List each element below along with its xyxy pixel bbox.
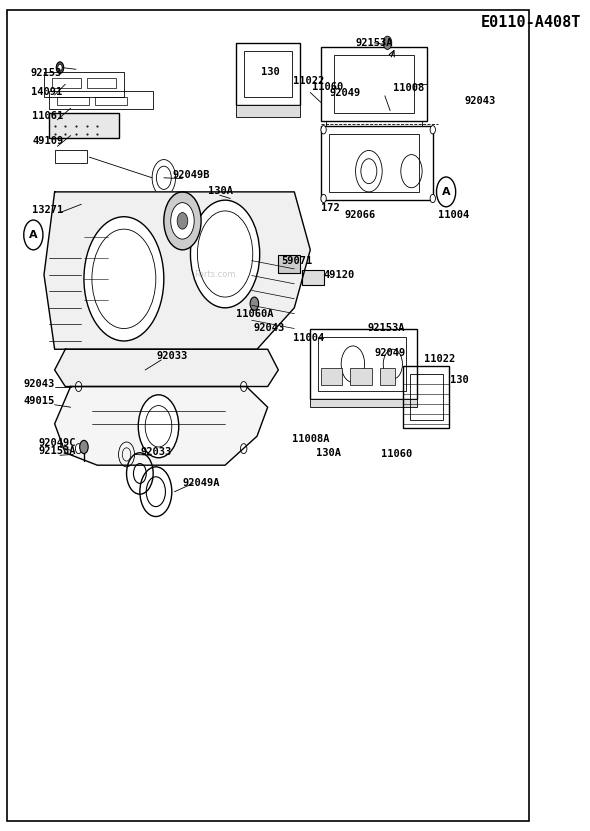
Bar (321, 368, 342, 385)
Circle shape (321, 125, 326, 134)
Bar (329, 134, 419, 192)
Bar (310, 328, 417, 399)
Bar (350, 368, 372, 385)
Text: 92049A: 92049A (182, 479, 220, 489)
Bar (244, 51, 291, 96)
Bar (335, 55, 414, 113)
Text: 11061: 11061 (32, 111, 64, 120)
Bar (278, 255, 300, 273)
Text: 11060A: 11060A (236, 309, 273, 319)
Text: 130: 130 (450, 375, 469, 385)
Text: 11008: 11008 (393, 83, 424, 93)
Text: 11004: 11004 (293, 333, 325, 343)
Text: Parts.com: Parts.com (194, 270, 235, 279)
Text: 49109: 49109 (32, 135, 64, 145)
Text: 130A: 130A (208, 186, 233, 196)
Bar (94, 96, 126, 105)
Circle shape (84, 217, 164, 341)
Bar (55, 150, 87, 163)
Text: 11022: 11022 (424, 354, 455, 364)
Text: E0110-A408T: E0110-A408T (481, 15, 581, 30)
Text: 92153A: 92153A (39, 446, 76, 456)
Text: 14091: 14091 (31, 86, 62, 96)
Bar (302, 270, 323, 285)
Bar (50, 113, 119, 138)
Bar (411, 374, 444, 420)
Polygon shape (55, 386, 268, 465)
Text: 11004: 11004 (438, 210, 470, 220)
Polygon shape (44, 192, 310, 349)
Text: 172: 172 (321, 204, 340, 214)
Bar (57, 96, 89, 105)
Text: 92049C: 92049C (39, 438, 76, 448)
Text: 92043: 92043 (253, 322, 284, 332)
Bar (52, 78, 81, 88)
Text: 11060: 11060 (312, 81, 343, 91)
Text: 59071: 59071 (281, 256, 312, 266)
Circle shape (171, 203, 194, 239)
Bar (404, 366, 449, 428)
Circle shape (250, 297, 258, 310)
Bar (236, 43, 300, 105)
Circle shape (321, 194, 326, 203)
Circle shape (430, 125, 435, 134)
Text: 92043: 92043 (465, 96, 496, 106)
Bar (87, 78, 116, 88)
Bar (236, 105, 300, 117)
Text: 11022: 11022 (293, 76, 324, 86)
Text: 92043: 92043 (24, 379, 55, 389)
Text: 92153: 92153 (31, 68, 62, 78)
Text: 92066: 92066 (345, 210, 376, 220)
Circle shape (138, 395, 179, 458)
Circle shape (384, 37, 392, 49)
Bar (318, 337, 406, 391)
Text: A: A (29, 230, 38, 240)
Text: 92049B: 92049B (173, 170, 211, 180)
Text: 11060: 11060 (381, 450, 412, 460)
Text: 49120: 49120 (323, 270, 355, 280)
Text: 92049: 92049 (374, 347, 405, 357)
Circle shape (164, 192, 201, 250)
Circle shape (430, 194, 435, 203)
Circle shape (80, 440, 88, 454)
Circle shape (241, 381, 247, 391)
Circle shape (58, 64, 62, 71)
Circle shape (76, 444, 82, 454)
Circle shape (191, 200, 260, 307)
Text: 13271: 13271 (32, 205, 64, 215)
Polygon shape (55, 349, 278, 386)
Text: 11008A: 11008A (292, 434, 330, 444)
Bar (379, 368, 395, 385)
Text: 130A: 130A (316, 448, 340, 458)
Text: 92033: 92033 (141, 447, 172, 457)
Text: 92153A: 92153A (368, 322, 405, 332)
Text: A: A (442, 187, 450, 197)
Circle shape (76, 381, 82, 391)
Bar (321, 47, 427, 121)
Circle shape (177, 213, 188, 229)
Circle shape (241, 444, 247, 454)
Circle shape (56, 61, 64, 73)
Text: 92153A: 92153A (356, 37, 393, 48)
Text: 49015: 49015 (24, 396, 55, 406)
Text: 130: 130 (261, 66, 280, 76)
Bar (321, 125, 433, 200)
Bar (310, 399, 417, 407)
Text: 92049: 92049 (330, 88, 361, 98)
Bar (50, 91, 153, 109)
Text: 92033: 92033 (157, 351, 188, 361)
